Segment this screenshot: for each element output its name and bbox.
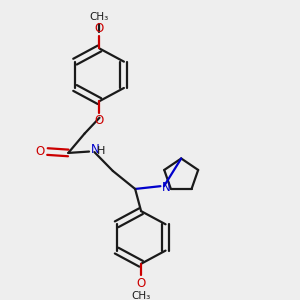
Text: N: N bbox=[162, 181, 170, 194]
Text: O: O bbox=[95, 114, 104, 127]
Text: N: N bbox=[91, 143, 99, 156]
Text: O: O bbox=[36, 145, 45, 158]
Text: O: O bbox=[136, 277, 146, 290]
Text: CH₃: CH₃ bbox=[90, 12, 109, 22]
Text: H: H bbox=[97, 146, 105, 156]
Text: O: O bbox=[95, 22, 104, 35]
Text: CH₃: CH₃ bbox=[131, 291, 151, 300]
